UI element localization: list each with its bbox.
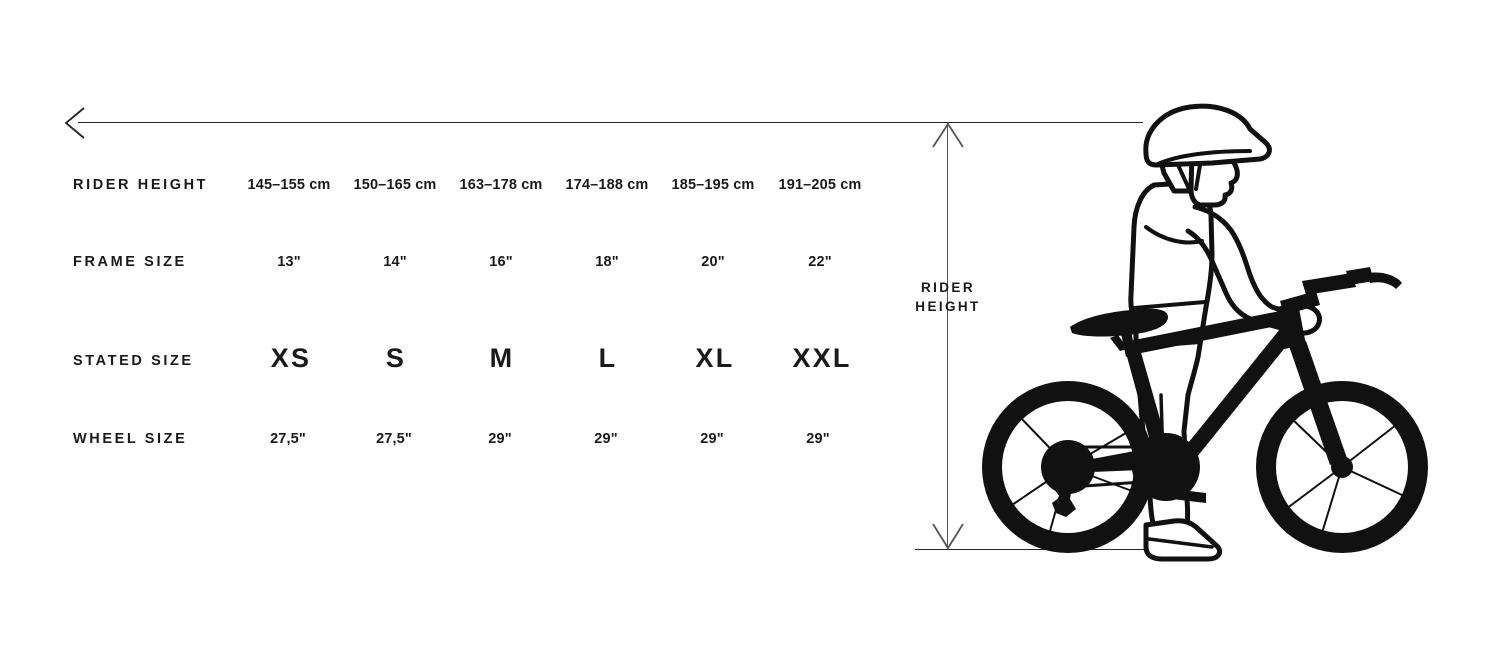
rider-height-dimension-line (947, 122, 948, 550)
dimension-label-line-2: HEIGHT (915, 299, 981, 315)
cell-rider-height-xxl: 191–205 cm (778, 177, 862, 193)
cell-wheel-size-l: 29" (594, 431, 618, 447)
cyclist-illustration (982, 103, 1428, 562)
row-label-wheel-size: WHEEL SIZE (73, 431, 188, 447)
cell-wheel-size-s: 27,5" (376, 431, 412, 447)
cell-stated-size-m: M (489, 343, 515, 373)
cell-frame-size-l: 18" (595, 254, 619, 270)
cell-frame-size-xxl: 22" (808, 254, 832, 270)
rider-height-dimension-label: RIDER HEIGHT (902, 278, 994, 316)
cell-stated-size-xs: XS (270, 343, 312, 373)
cell-wheel-size-xs: 27,5" (270, 431, 306, 447)
cell-rider-height-l: 174–188 cm (565, 177, 649, 193)
row-label-rider-height: RIDER HEIGHT (73, 177, 209, 193)
cell-rider-height-xs: 145–155 cm (247, 177, 331, 193)
row-label-stated-size: STATED SIZE (73, 353, 194, 369)
arrow-left-icon (64, 107, 85, 139)
cell-frame-size-s: 14" (383, 254, 407, 270)
cell-stated-size-l: L (598, 343, 618, 373)
dimension-label-line-1: RIDER (920, 280, 975, 295)
top-dimension-line (78, 122, 1143, 123)
cell-stated-size-xxl: XXL (792, 343, 852, 373)
helmet-icon (1143, 103, 1272, 168)
cell-wheel-size-m: 29" (488, 431, 512, 447)
cell-frame-size-xs: 13" (277, 254, 301, 270)
row-label-frame-size: FRAME SIZE (73, 254, 187, 270)
cell-frame-size-xl: 20" (701, 254, 725, 270)
cell-wheel-size-xxl: 29" (806, 431, 830, 447)
ground-line (915, 549, 1153, 550)
cell-rider-height-m: 163–178 cm (459, 177, 543, 193)
arrow-up-icon (932, 122, 964, 148)
cell-rider-height-xl: 185–195 cm (671, 177, 755, 193)
cell-rider-height-s: 150–165 cm (353, 177, 437, 193)
mountain-bike-silhouette-icon (982, 267, 1428, 554)
cell-stated-size-xl: XL (695, 343, 735, 373)
cell-stated-size-s: S (385, 343, 407, 373)
cell-wheel-size-xl: 29" (700, 431, 724, 447)
arrow-down-icon (932, 523, 964, 550)
cell-frame-size-m: 16" (489, 254, 513, 270)
